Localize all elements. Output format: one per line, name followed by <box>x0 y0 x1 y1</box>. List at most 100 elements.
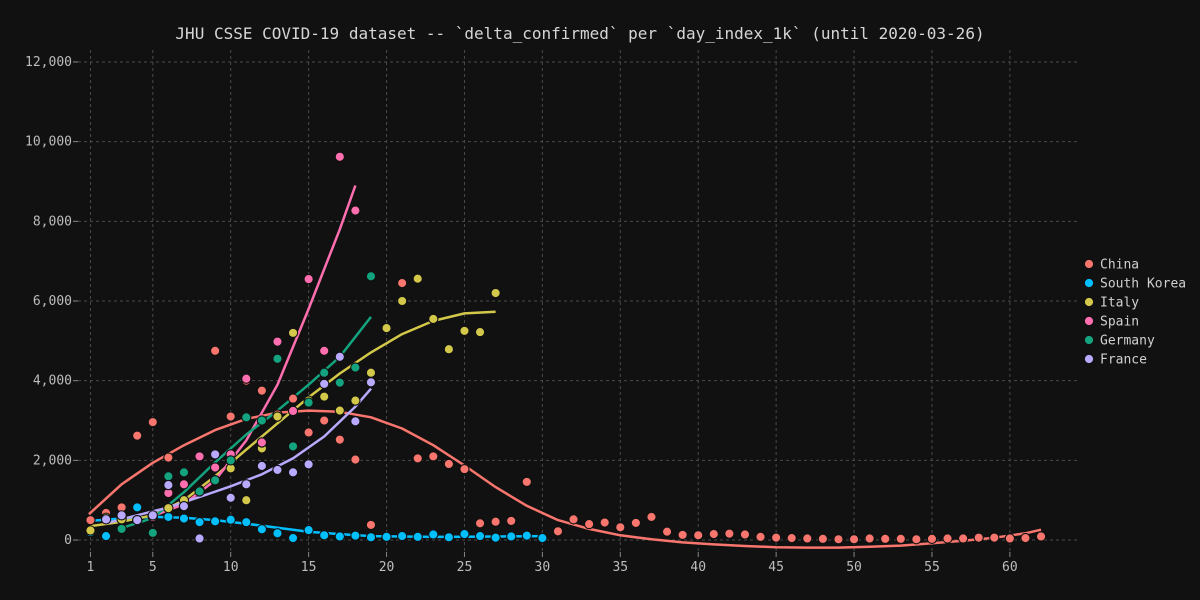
point-china <box>396 277 408 289</box>
point-germany <box>147 527 158 539</box>
point-china <box>911 534 922 545</box>
point-italy <box>272 411 283 422</box>
point-south-korea <box>459 528 470 540</box>
point-china <box>926 533 938 545</box>
legend-label-spain: Spain <box>1100 315 1139 330</box>
point-china <box>490 516 501 527</box>
point-china <box>1035 531 1047 542</box>
point-south-korea <box>490 532 501 543</box>
point-france <box>100 514 112 525</box>
point-china <box>256 385 268 396</box>
point-south-korea <box>474 530 486 542</box>
point-spain <box>303 273 314 285</box>
point-france <box>303 459 314 470</box>
point-france <box>241 479 252 490</box>
point-china <box>365 519 377 531</box>
point-south-korea <box>209 516 221 527</box>
point-italy <box>443 344 455 355</box>
y-tick-label: 12,000 <box>25 55 72 70</box>
point-china <box>833 534 844 545</box>
legend-label-france: France <box>1100 353 1147 368</box>
point-china <box>646 511 657 523</box>
point-spain <box>178 479 190 490</box>
point-france <box>194 533 205 544</box>
x-tick-label: 55 <box>924 560 940 575</box>
point-china <box>147 416 158 428</box>
point-italy <box>396 295 408 307</box>
point-china <box>848 534 860 545</box>
point-germany <box>225 455 236 466</box>
x-tick-label: 50 <box>846 560 862 575</box>
point-france <box>334 351 345 362</box>
point-china <box>163 452 174 463</box>
point-china <box>552 526 564 537</box>
point-china <box>85 514 96 526</box>
point-italy <box>319 391 330 402</box>
point-germany <box>116 523 127 535</box>
point-france <box>287 467 299 478</box>
x-tick-label: 1 <box>87 560 95 575</box>
trend-line-south-korea <box>90 515 543 539</box>
point-france <box>256 460 268 472</box>
legend-marker-france <box>1083 353 1095 365</box>
point-china <box>770 532 782 543</box>
point-south-korea <box>303 524 314 536</box>
point-china <box>225 411 236 422</box>
point-germany <box>319 367 330 378</box>
y-tick-label: 4,000 <box>33 374 72 389</box>
point-italy <box>85 525 96 536</box>
point-south-korea <box>132 502 143 513</box>
point-china <box>443 458 455 470</box>
y-tick-label: 0 <box>64 533 72 548</box>
x-tick-label: 45 <box>768 560 784 575</box>
point-germany <box>178 467 190 478</box>
point-france <box>178 501 190 512</box>
chart-title: JHU CSSE COVID-19 dataset -- `delta_conf… <box>175 24 985 43</box>
legend-marker-south-korea <box>1083 277 1095 289</box>
point-south-korea <box>163 511 174 523</box>
point-china <box>350 454 361 465</box>
point-china <box>957 533 969 544</box>
point-germany <box>287 441 299 452</box>
point-china <box>334 434 345 445</box>
point-south-korea <box>194 516 205 528</box>
point-china <box>630 517 642 529</box>
y-tick-label: 10,000 <box>25 135 72 150</box>
point-china <box>802 533 813 544</box>
point-china <box>880 533 891 545</box>
point-china <box>428 451 439 462</box>
point-china <box>739 529 751 540</box>
point-italy <box>287 327 299 339</box>
point-germany <box>163 471 174 482</box>
point-china <box>303 427 314 438</box>
point-china <box>474 518 486 529</box>
point-china <box>989 532 1000 543</box>
point-south-korea <box>365 532 377 543</box>
trend-line-china <box>88 409 1042 549</box>
point-china <box>287 393 299 404</box>
point-china <box>677 529 688 541</box>
point-china <box>209 345 221 356</box>
point-south-korea <box>350 530 361 541</box>
point-china <box>661 526 673 537</box>
point-france <box>350 416 361 427</box>
point-france <box>319 378 330 390</box>
point-south-korea <box>225 514 236 525</box>
point-south-korea <box>396 530 408 542</box>
legend-marker-spain <box>1083 315 1095 327</box>
point-france <box>116 510 127 521</box>
x-tick-label: 60 <box>1002 560 1018 575</box>
point-south-korea <box>428 529 439 540</box>
point-south-korea <box>256 524 268 535</box>
point-germany <box>209 475 221 486</box>
point-spain <box>334 151 345 162</box>
legend-label-germany: Germany <box>1100 334 1155 349</box>
point-china <box>319 415 330 426</box>
point-germany <box>272 353 283 364</box>
point-china <box>708 528 719 540</box>
point-south-korea <box>178 513 190 524</box>
legend-marker-china <box>1083 258 1095 270</box>
x-tick-label: 30 <box>535 560 551 575</box>
